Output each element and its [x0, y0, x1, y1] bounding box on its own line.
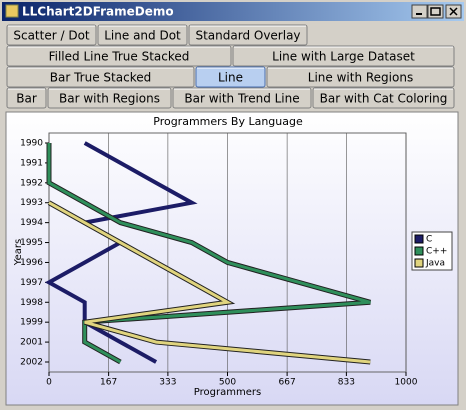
tab-label: Line: [218, 71, 243, 85]
y-tick-label: 1995: [20, 238, 43, 248]
x-axis-label: Programmers: [194, 387, 261, 398]
window-buttons: [411, 4, 462, 19]
tab-label: Bar True Stacked: [50, 71, 151, 85]
legend-swatch: [414, 258, 424, 268]
tab[interactable]: [47, 87, 172, 109]
y-tick-label: 1997: [20, 278, 43, 288]
app-icon: [5, 4, 19, 18]
x-tick-label: 0: [46, 378, 52, 388]
tab-label: Bar: [16, 92, 37, 106]
x-tick-label: 167: [100, 378, 117, 388]
tab-label: Line with Regions: [308, 71, 413, 85]
x-tick-label: 1000: [395, 378, 418, 388]
tab[interactable]: [6, 66, 195, 88]
tab[interactable]: [6, 87, 47, 109]
y-tick-label: 2002: [20, 358, 43, 368]
tab-label: Scatter / Dot: [13, 29, 90, 43]
y-tick-label: 1992: [20, 178, 43, 188]
legend-label: C: [426, 235, 432, 245]
legend-swatch: [414, 246, 424, 256]
x-tick-label: 833: [338, 378, 355, 388]
tab[interactable]: [312, 87, 455, 109]
close-icon: [449, 7, 458, 16]
tab[interactable]: [195, 66, 266, 88]
tab-label: Bar with Cat Coloring: [320, 92, 448, 106]
tab-label: Bar with Regions: [59, 92, 160, 106]
series-line: [47, 143, 371, 364]
legend-swatch: [414, 234, 424, 244]
tab[interactable]: [6, 45, 232, 67]
x-tick-label: 500: [219, 378, 236, 388]
y-tick-label: 1994: [20, 218, 43, 228]
window-title: LLChart2DFrameDemo: [22, 5, 174, 19]
tab-label: Bar with Trend Line: [184, 92, 299, 106]
y-tick-label: 1999: [20, 318, 43, 328]
maximize-icon: [430, 7, 441, 16]
minimize-button[interactable]: [411, 4, 428, 19]
tab[interactable]: [172, 87, 312, 109]
legend-label: Java: [425, 259, 445, 269]
x-tick-label: 667: [279, 378, 296, 388]
tab-label: Standard Overlay: [195, 29, 300, 43]
y-tick-label: 1996: [20, 258, 43, 268]
tab-strip: Scatter / Dot Line and Dot Standard Overla…: [6, 24, 455, 109]
tab[interactable]: [266, 66, 455, 88]
y-tick-label: 2001: [20, 338, 43, 348]
chart: Programmers By Language 0 167 333 500 667 833 1…: [13, 115, 453, 398]
y-tick-label: 1991: [20, 158, 43, 168]
x-tick-label: 333: [159, 378, 176, 388]
tab[interactable]: [97, 24, 188, 46]
tab-label: Line and Dot: [104, 29, 181, 43]
series-line: [48, 201, 371, 364]
legend-label: C++: [426, 247, 447, 257]
title-bar: [2, 2, 464, 21]
tab[interactable]: [6, 24, 97, 46]
tab-label: Filled Line True Stacked: [49, 50, 190, 64]
y-tick-label: 1998: [20, 298, 43, 308]
chart-title: Programmers By Language: [153, 115, 303, 128]
tab[interactable]: [188, 24, 308, 46]
tab-label: Line with Large Dataset: [272, 50, 415, 64]
y-tick-label: 1993: [20, 198, 43, 208]
y-axis-label: Years: [13, 239, 24, 266]
y-tick-label: 1990: [20, 139, 43, 149]
tab[interactable]: [232, 45, 455, 67]
chart-panel: [5, 111, 459, 406]
